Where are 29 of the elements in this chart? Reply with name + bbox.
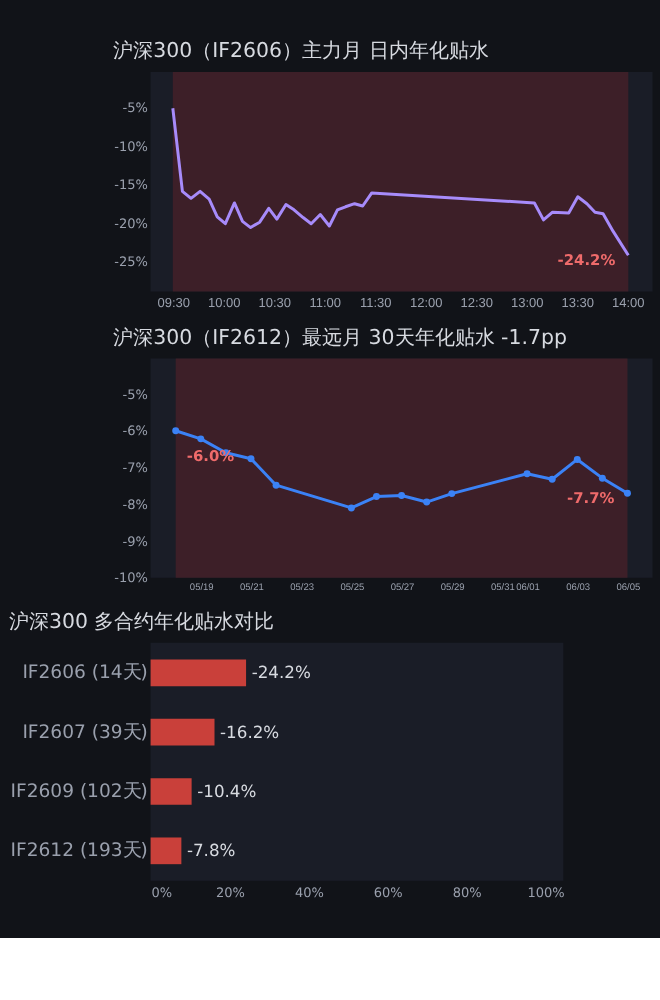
point <box>448 490 456 498</box>
point <box>347 504 355 512</box>
data-label: -16.2% <box>220 721 280 742</box>
point <box>247 455 255 463</box>
chart-title: 沪深300 多合约年化贴水对比 <box>8 609 275 634</box>
y-tick-label: IF2612 (193天) <box>10 840 148 863</box>
y-tick-label: IF2609 (102天) <box>10 781 148 804</box>
point <box>197 435 205 443</box>
point <box>398 491 406 499</box>
y-tick-label: IF2607 (39天) <box>22 721 148 744</box>
point <box>548 475 556 483</box>
chart-title: 沪深300（IF2606）主力月 日内年化贴水 <box>113 39 489 64</box>
point <box>172 427 180 435</box>
point <box>523 470 531 478</box>
data-label: -10.4% <box>197 781 257 802</box>
data-label: -24.2% <box>251 662 311 683</box>
point <box>423 498 431 506</box>
data-label: -7.8% <box>186 840 236 861</box>
line-series <box>171 106 630 257</box>
y-tick-label: IF2606 (14天) <box>22 662 148 685</box>
chart-title: 沪深300（IF2612）最远月 30天年化贴水 -1.7pp <box>113 325 567 350</box>
point <box>573 455 581 463</box>
annotation: -24.2% <box>557 250 617 269</box>
point <box>623 489 631 497</box>
point <box>598 474 606 482</box>
point <box>373 493 380 501</box>
point <box>272 481 280 489</box>
annotation: -7.7% <box>567 488 616 507</box>
annotation: -6.0% <box>186 446 236 465</box>
